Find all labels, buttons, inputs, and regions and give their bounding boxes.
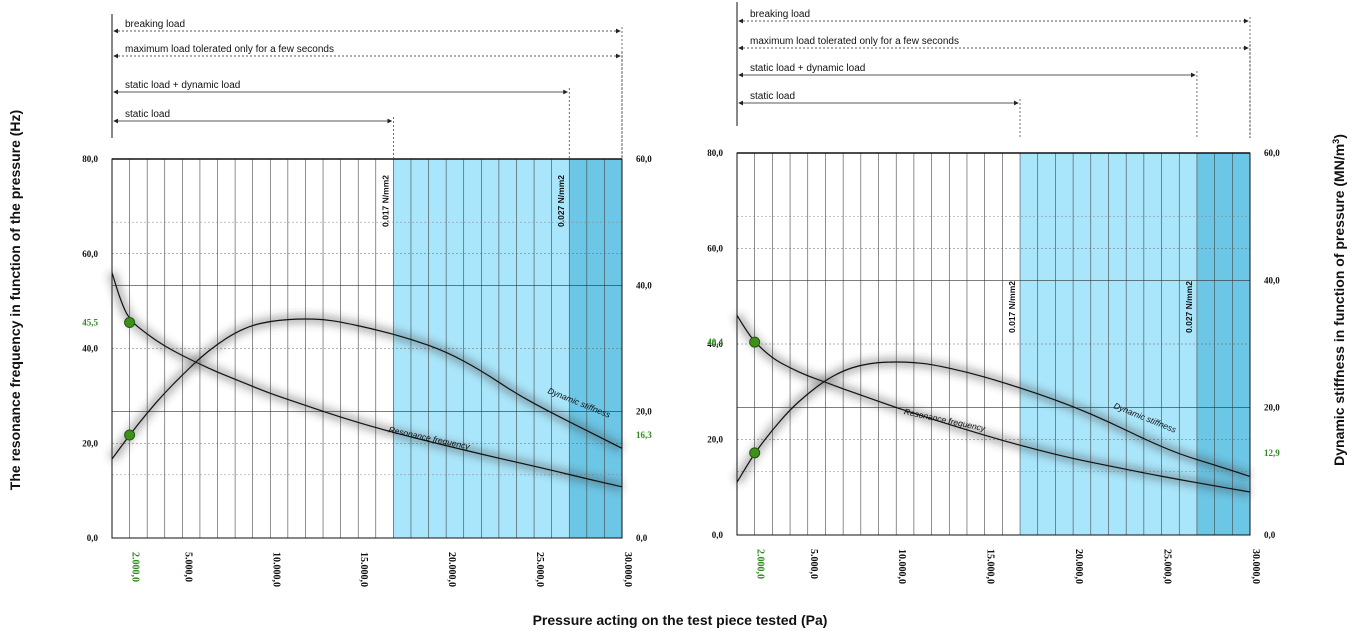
x-tick-label: 30.000,0 xyxy=(622,552,633,587)
y-tick-label-left: 60,0 xyxy=(707,244,723,254)
series-line-dynamic-stiffness xyxy=(736,361,1251,483)
y-tick-label-right: 20,0 xyxy=(636,407,652,417)
y-tick-label-left: 0,0 xyxy=(87,533,99,543)
x-axis-title: Pressure acting on the test piece tested… xyxy=(533,612,828,628)
y-tick-label-left: 20,0 xyxy=(707,435,723,445)
marker-resonance-2000 xyxy=(749,336,761,348)
y-tick-label-right: 0,0 xyxy=(1264,530,1276,540)
x-tick-label: 2.000,0 xyxy=(755,549,766,579)
x-tick-label: 30.000,0 xyxy=(1250,549,1261,584)
pressure-threshold-label: 0.017 N/mm2 xyxy=(1007,281,1017,333)
y-tick-label-left: 80,0 xyxy=(707,148,723,158)
series-label: Resonance frequency xyxy=(903,406,987,433)
y-tick-label-right: 40,0 xyxy=(1264,275,1280,285)
y-tick-label-right: 60,0 xyxy=(636,154,652,164)
marker-stiffness-2000 xyxy=(749,447,761,459)
chart-left: 0,0 20,0 40,0 60,0 80,0 0,0 20,0 40,0 60,0 45,5 16… xyxy=(82,14,652,587)
highlight-value-right: 12,9 xyxy=(1264,448,1280,458)
y-tick-label-right: 0,0 xyxy=(636,533,648,543)
pressure-threshold-label: 0.027 N/mm2 xyxy=(1184,281,1194,333)
x-tick-label: 10.000,0 xyxy=(896,549,907,584)
pressure-threshold-label: 0.017 N/mm2 xyxy=(380,175,390,227)
x-tick-label: 5.000,0 xyxy=(182,552,193,582)
load-range-label: static load xyxy=(125,109,170,120)
y-tick-label-right: 40,0 xyxy=(636,280,652,290)
y-tick-label-left: 40,0 xyxy=(82,344,98,354)
load-range-label: maximum load tolerated only for a few se… xyxy=(750,36,959,47)
y-tick-label-left: 60,0 xyxy=(82,249,98,259)
load-range-label: static load + dynamic load xyxy=(125,80,240,91)
y-axis-title-right: Dynamic stiffness in function of pressur… xyxy=(1331,134,1347,466)
x-tick-label: 5.000,0 xyxy=(808,549,819,579)
load-range-label: breaking load xyxy=(750,9,810,20)
series-line-resonance-frequency xyxy=(736,315,1251,493)
pressure-threshold-label: 0.027 N/mm2 xyxy=(556,175,566,227)
series-line-dynamic-stiffness xyxy=(111,318,623,460)
x-tick-label: 20.000,0 xyxy=(1073,549,1084,584)
y-tick-label-right: 20,0 xyxy=(1264,403,1280,413)
y-axis-title-right-end: ) xyxy=(1331,134,1347,139)
load-range-label: static load + dynamic load xyxy=(750,63,865,74)
x-tick-label: 25.000,0 xyxy=(534,552,545,587)
x-tick-label: 25.000,0 xyxy=(1162,549,1173,584)
marker-stiffness-2000 xyxy=(124,429,136,441)
y-axis-title-right-sup: 3 xyxy=(1331,139,1341,144)
load-range-label: breaking load xyxy=(125,19,185,30)
y-axis-title-right-main: Dynamic stiffness in function of pressur… xyxy=(1331,144,1347,466)
marker-resonance-2000 xyxy=(124,316,136,328)
y-tick-label-left: 20,0 xyxy=(82,438,98,448)
highlight-value-left: 40,4 xyxy=(707,337,723,347)
y-tick-label-left: 40,0 xyxy=(707,339,723,349)
y-tick-label-right: 60,0 xyxy=(1264,148,1280,158)
y-tick-label-left: 0,0 xyxy=(712,530,724,540)
series-line-resonance-frequency xyxy=(111,272,623,488)
y-tick-label-left: 80,0 xyxy=(82,154,98,164)
x-tick-label: 10.000,0 xyxy=(270,552,281,587)
x-tick-label: 15.000,0 xyxy=(985,549,996,584)
x-tick-label: 2.000,0 xyxy=(130,552,141,582)
x-tick-label: 20.000,0 xyxy=(446,552,457,587)
highlight-value-left: 45,5 xyxy=(82,317,98,327)
chart-right: 0,0 20,0 40,0 60,0 80,0 0,0 20,0 40,0 60,0 40,4 12… xyxy=(707,2,1280,584)
x-tick-label: 15.000,0 xyxy=(358,552,369,587)
load-range-label: maximum load tolerated only for a few se… xyxy=(125,44,334,55)
load-range-label: static load xyxy=(750,91,795,102)
highlight-value-right: 16,3 xyxy=(636,430,652,440)
y-axis-title-left: The resonance frequency in function of t… xyxy=(7,110,23,490)
